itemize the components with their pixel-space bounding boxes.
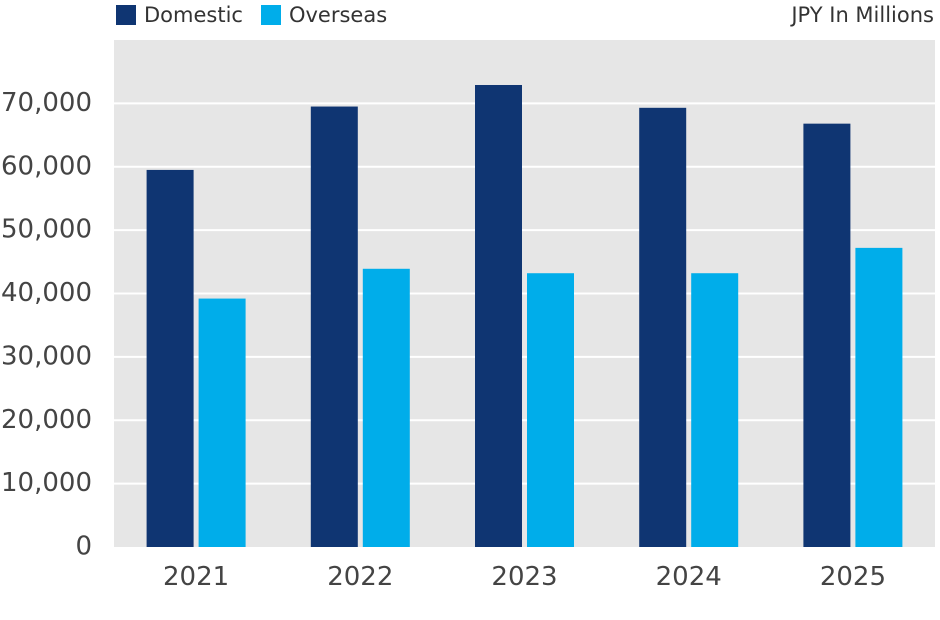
bar-domestic-2024 bbox=[639, 107, 687, 547]
y-tick-label: 60,000 bbox=[1, 151, 92, 181]
bar-overseas-2023 bbox=[527, 273, 574, 547]
bar-overseas-2025 bbox=[855, 247, 903, 547]
bar-domestic-2022 bbox=[310, 106, 358, 547]
legend-label-overseas: Overseas bbox=[288, 3, 388, 27]
y-tick-label: 20,000 bbox=[1, 405, 92, 435]
bar-domestic-2023 bbox=[475, 84, 522, 547]
y-tick-label: 70,000 bbox=[1, 88, 92, 118]
y-tick-label: 10,000 bbox=[1, 468, 92, 498]
x-tick-label: 2021 bbox=[163, 562, 229, 592]
y-tick-label: 40,000 bbox=[1, 278, 92, 308]
x-tick-label: 2022 bbox=[327, 562, 393, 592]
x-tick-label: 2023 bbox=[491, 562, 557, 592]
legend-label-domestic: Domestic bbox=[144, 3, 243, 27]
legend: Domestic Overseas bbox=[116, 2, 405, 28]
bar-overseas-2024 bbox=[691, 273, 739, 547]
legend-item-domestic: Domestic bbox=[116, 3, 243, 27]
bar-domestic-2021 bbox=[146, 169, 194, 547]
bar-overseas-2021 bbox=[198, 298, 246, 547]
x-tick-label: 2025 bbox=[820, 562, 886, 592]
x-tick-label: 2024 bbox=[656, 562, 722, 592]
legend-swatch-overseas bbox=[260, 5, 281, 25]
y-tick-label: 0 bbox=[75, 532, 92, 562]
bar-overseas-2022 bbox=[362, 268, 410, 547]
bar-domestic-2025 bbox=[803, 123, 851, 547]
y-tick-label: 30,000 bbox=[1, 341, 92, 371]
y-tick-label: 50,000 bbox=[1, 215, 92, 245]
legend-item-overseas: Overseas bbox=[260, 3, 388, 27]
legend-swatch-domestic bbox=[116, 5, 136, 25]
unit-label: JPY In Millions bbox=[791, 3, 934, 27]
